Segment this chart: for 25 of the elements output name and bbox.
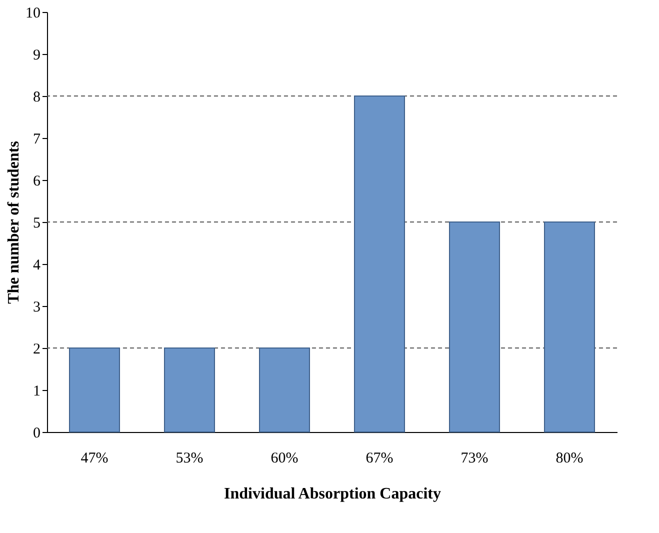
y-tick-label: 4 (33, 258, 41, 274)
y-tick-label: 1 (33, 384, 40, 400)
y-tick-label: 0 (33, 426, 40, 442)
y-tick-label: 8 (33, 90, 40, 106)
y-tick-label: 7 (33, 132, 41, 148)
x-tick-label: 53% (176, 450, 204, 466)
bar (354, 96, 405, 432)
y-axis-title: The number of students (6, 141, 22, 304)
bar (259, 348, 310, 432)
y-tick-label: 10 (26, 6, 40, 22)
y-tick-label: 9 (33, 48, 40, 64)
x-tick-label: 60% (270, 450, 298, 466)
x-axis-title: Individual Absorption Capacity (224, 486, 441, 502)
bar (449, 222, 500, 432)
y-tick-label: 5 (33, 216, 40, 232)
y-tick-label: 3 (33, 300, 40, 316)
x-tick-label: 80% (556, 450, 584, 466)
y-tick-label: 2 (33, 342, 40, 358)
x-tick-label: 73% (460, 450, 488, 466)
bar (544, 222, 595, 432)
bar (69, 348, 120, 432)
y-tick-label: 6 (33, 174, 41, 190)
x-tick-label: 67% (366, 450, 394, 466)
bar (164, 348, 215, 432)
x-tick-label: 47% (80, 450, 108, 466)
